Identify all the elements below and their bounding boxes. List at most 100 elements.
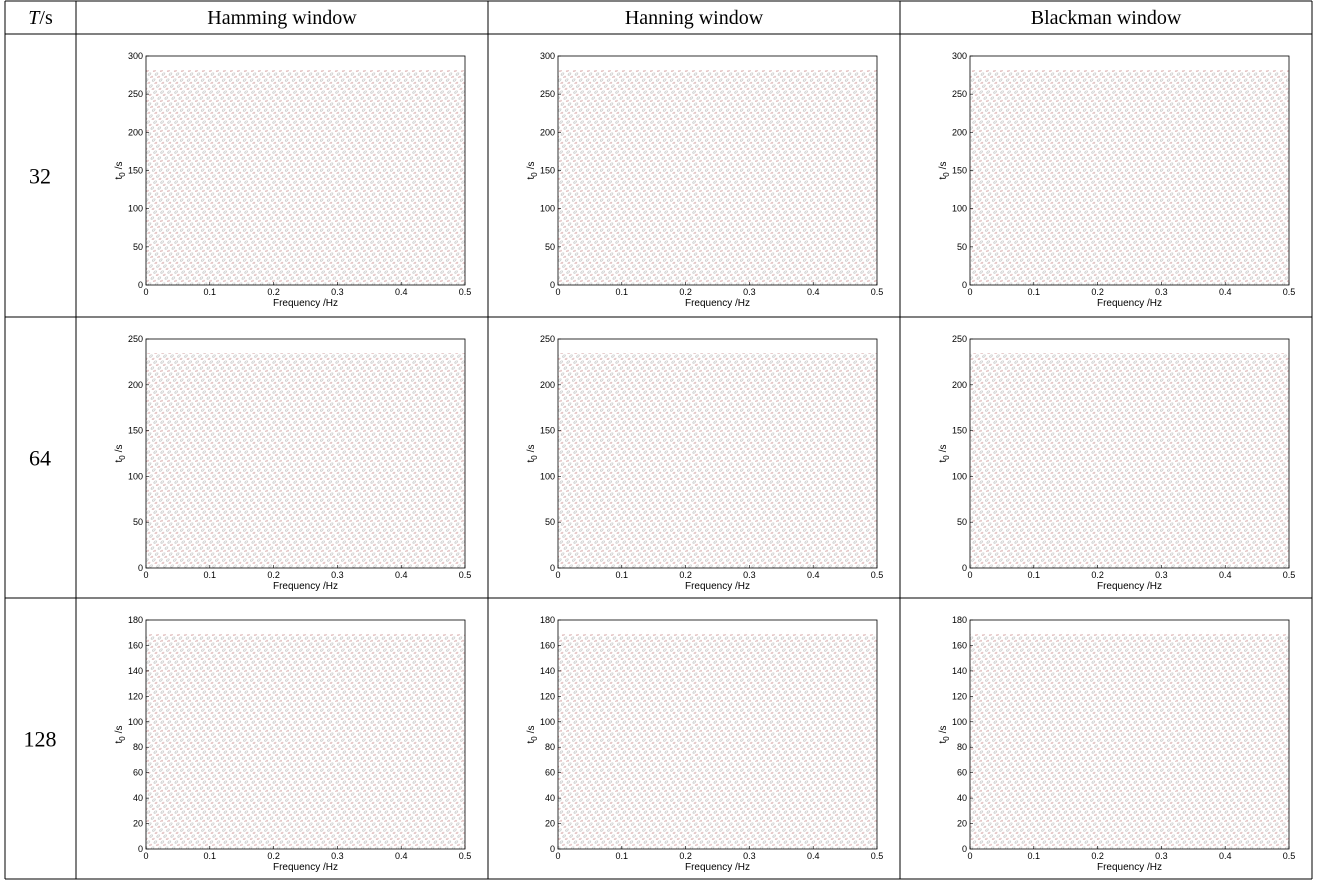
- y-axis-label: t0/s: [526, 161, 539, 179]
- x-tick-label: 0.1: [1028, 287, 1041, 297]
- y-tick-label: 150: [952, 426, 967, 436]
- x-tick-label: 0.4: [395, 851, 408, 861]
- x-tick-label: 0: [143, 287, 148, 297]
- y-tick-label: 20: [545, 819, 555, 829]
- x-tick-label: 0.2: [679, 851, 692, 861]
- x-axis-label: Frequency /Hz: [685, 862, 750, 873]
- plot-frame: [969, 619, 1290, 850]
- x-tick-label: 0: [967, 287, 972, 297]
- y-tick-label: 180: [540, 615, 555, 625]
- y-label-subscript: 0: [942, 736, 951, 741]
- y-label-symbol: t: [938, 177, 949, 180]
- y-tick-label: 80: [133, 742, 143, 752]
- x-tick-label: 0.5: [1283, 570, 1296, 580]
- scatter-plot: 0 0.1 0.2 0.3 0.4 0.5 0 50 100 150 200 250 Frequency…: [114, 334, 471, 592]
- x-tick-label: 0.1: [616, 287, 629, 297]
- plot-frame: [145, 338, 466, 569]
- x-tick-label: 0.3: [331, 287, 344, 297]
- y-tick-label: 160: [952, 640, 967, 650]
- y-axis-label: t0/s: [114, 161, 127, 179]
- x-tick-label: 0.5: [459, 570, 472, 580]
- x-axis-label: Frequency /Hz: [1097, 581, 1162, 592]
- y-label-subscript: 0: [118, 455, 127, 460]
- x-tick-label: 0.1: [204, 570, 217, 580]
- plot-frame: [969, 338, 1290, 569]
- y-axis-label: t0/s: [114, 725, 127, 743]
- x-tick-label: 0: [143, 570, 148, 580]
- x-axis-label: Frequency /Hz: [273, 581, 338, 592]
- y-label-symbol: t: [114, 741, 125, 744]
- x-tick-label: 0.1: [1028, 570, 1041, 580]
- y-tick-label: 50: [545, 517, 555, 527]
- plot-frame: [557, 619, 878, 850]
- column-header: Blackman window: [1031, 7, 1182, 29]
- y-tick-label: 150: [540, 166, 555, 176]
- y-label-symbol: t: [938, 741, 949, 744]
- x-tick-label: 0.3: [331, 570, 344, 580]
- y-tick-label: 160: [128, 640, 143, 650]
- y-tick-label: 60: [957, 768, 967, 778]
- x-axis-label: Frequency /Hz: [1097, 862, 1162, 873]
- y-tick-label: 100: [952, 471, 967, 481]
- x-tick-label: 0: [143, 851, 148, 861]
- x-tick-label: 0: [555, 287, 560, 297]
- x-tick-label: 0.2: [679, 287, 692, 297]
- y-label-subscript: 0: [942, 172, 951, 177]
- y-label-subscript: 0: [118, 172, 127, 177]
- y-tick-label: 50: [957, 517, 967, 527]
- y-tick-label: 140: [128, 666, 143, 676]
- y-tick-label: 150: [128, 426, 143, 436]
- x-tick-label: 0.5: [459, 851, 472, 861]
- x-tick-label: 0.3: [743, 851, 756, 861]
- scatter-texture: [558, 70, 877, 285]
- y-tick-label: 150: [540, 426, 555, 436]
- y-label-unit: /s: [938, 725, 949, 733]
- y-label-unit: /s: [938, 161, 949, 169]
- y-tick-label: 120: [540, 691, 555, 701]
- plot-frame: [145, 619, 466, 850]
- y-tick-label: 250: [952, 89, 967, 99]
- y-label-subscript: 0: [530, 455, 539, 460]
- x-tick-label: 0.4: [807, 570, 820, 580]
- y-tick-label: 0: [550, 280, 555, 290]
- y-tick-label: 100: [540, 204, 555, 214]
- y-tick-label: 0: [138, 280, 143, 290]
- scatter-plot: 0 0.1 0.2 0.3 0.4 0.5 0 20 40 60 80 100 120 140 160 180…: [114, 615, 471, 873]
- y-tick-label: 100: [952, 717, 967, 727]
- scatter-plot: 0 0.1 0.2 0.3 0.4 0.5 0 20 40 60 80 100 120 140 160 180…: [938, 615, 1295, 873]
- y-label-unit: /s: [526, 161, 537, 169]
- scatter-plot: 0 0.1 0.2 0.3 0.4 0.5 0 50 100 150 200 250 300 Freque…: [526, 51, 883, 309]
- y-tick-label: 80: [545, 742, 555, 752]
- y-axis-label: t0/s: [938, 725, 951, 743]
- x-tick-label: 0.5: [1283, 287, 1296, 297]
- y-axis-label: t0/s: [526, 725, 539, 743]
- scatter-plot: 0 0.1 0.2 0.3 0.4 0.5 0 50 100 150 200 250 Frequency…: [938, 334, 1295, 592]
- y-tick-label: 0: [962, 280, 967, 290]
- y-tick-label: 20: [133, 819, 143, 829]
- row-period: 64: [29, 446, 51, 471]
- y-axis-label: t0/s: [114, 444, 127, 462]
- y-label-symbol: t: [114, 177, 125, 180]
- y-tick-label: 20: [957, 819, 967, 829]
- scatter-texture: [970, 634, 1289, 849]
- header-unit: /s: [39, 7, 53, 29]
- y-tick-label: 150: [128, 166, 143, 176]
- y-tick-label: 0: [138, 563, 143, 573]
- y-tick-label: 120: [128, 691, 143, 701]
- x-tick-label: 0.1: [616, 851, 629, 861]
- x-tick-label: 0.4: [395, 287, 408, 297]
- y-label-symbol: t: [526, 741, 537, 744]
- x-tick-label: 0.4: [807, 851, 820, 861]
- y-tick-label: 0: [962, 563, 967, 573]
- scatter-plot: 0 0.1 0.2 0.3 0.4 0.5 0 50 100 150 200 250 Frequency…: [526, 334, 883, 592]
- x-tick-label: 0.5: [1283, 851, 1296, 861]
- y-label-unit: /s: [526, 725, 537, 733]
- x-tick-label: 0.4: [807, 287, 820, 297]
- y-label-unit: /s: [938, 444, 949, 452]
- x-tick-label: 0.2: [267, 287, 280, 297]
- y-tick-label: 250: [128, 334, 143, 344]
- y-label-unit: /s: [114, 161, 125, 169]
- column-header: Hamming window: [207, 7, 357, 29]
- y-tick-label: 180: [952, 615, 967, 625]
- y-tick-label: 50: [133, 517, 143, 527]
